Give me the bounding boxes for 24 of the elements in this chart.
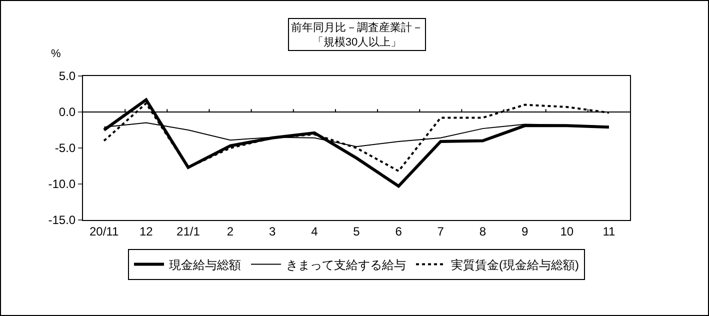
y-tick-label: -5.0 <box>54 141 76 156</box>
y-tick-label: 5.0 <box>58 69 76 84</box>
x-tick-label: 10 <box>560 224 574 238</box>
chart-title: 前年同月比－調査産業計－ <box>291 21 423 34</box>
x-tick-label: 9 <box>521 224 528 238</box>
legend-label: 実質賃金(現金給与総額) <box>451 258 579 272</box>
x-tick-label: 20/11 <box>89 224 119 238</box>
y-tick-label: -10.0 <box>48 177 76 192</box>
y-tick-label: -15.0 <box>48 213 76 228</box>
x-tick-label: 4 <box>311 224 318 238</box>
x-tick-label: 3 <box>269 224 276 238</box>
y-axis-title: % <box>51 48 61 60</box>
chart-subtitle: 「規模30人以上」 <box>312 35 402 48</box>
legend-label: きまって支給する給与 <box>286 258 406 272</box>
x-tick-label: 2 <box>226 224 234 238</box>
x-tick-label: 6 <box>395 224 402 238</box>
x-tick-label: 21/1 <box>176 224 200 238</box>
x-tick-label: 5 <box>353 224 360 238</box>
legend-label: 現金給与総額 <box>169 258 241 272</box>
y-tick-label: 0.0 <box>58 105 76 120</box>
x-tick-label: 12 <box>139 224 154 238</box>
x-tick-label: 11 <box>602 224 616 238</box>
x-tick-label: 8 <box>479 224 486 238</box>
x-tick-label: 7 <box>437 224 444 238</box>
